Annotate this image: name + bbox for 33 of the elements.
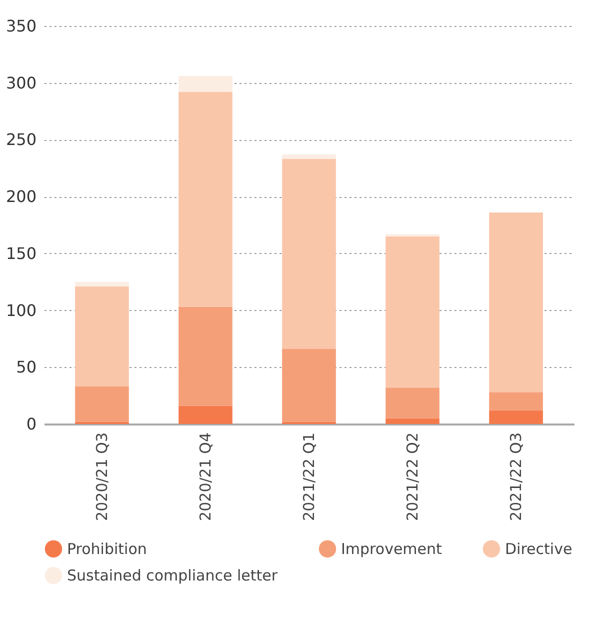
legend-label: Improvement (341, 540, 442, 558)
y-tick-label: 200 (6, 187, 36, 206)
y-tick-label: 0 (26, 414, 36, 434)
bar (386, 236, 440, 388)
bar (178, 92, 232, 307)
bar (489, 392, 543, 410)
bar (178, 76, 232, 92)
bar (489, 410, 543, 424)
bar (75, 386, 129, 422)
bar (282, 154, 336, 160)
bar (75, 282, 129, 286)
x-tick-label: 2021/22 Q3 (507, 432, 526, 521)
bar (178, 406, 232, 424)
x-tick-label: 2021/22 Q1 (300, 432, 318, 521)
bar (386, 388, 440, 418)
bar (386, 418, 440, 424)
legend-label: Directive (505, 540, 572, 558)
y-tick-label: 50 (16, 358, 36, 377)
y-tick-label: 150 (6, 244, 36, 263)
x-tick-label: 2020/21 Q3 (92, 432, 111, 521)
bar (282, 348, 336, 422)
bar (282, 159, 336, 349)
x-tick-label: 2020/21 Q4 (196, 432, 214, 521)
y-tick-label: 300 (6, 73, 36, 92)
bar (489, 212, 543, 392)
x-tick-label: 2021/22 Q2 (404, 432, 422, 521)
y-tick-label: 250 (6, 130, 36, 150)
bar (75, 286, 129, 386)
legend-label: Prohibition (67, 540, 147, 558)
y-tick-label: 100 (6, 300, 36, 320)
legend-label: Sustained compliance letter (67, 566, 278, 584)
bar (178, 306, 232, 406)
y-tick-label: 350 (6, 16, 36, 36)
